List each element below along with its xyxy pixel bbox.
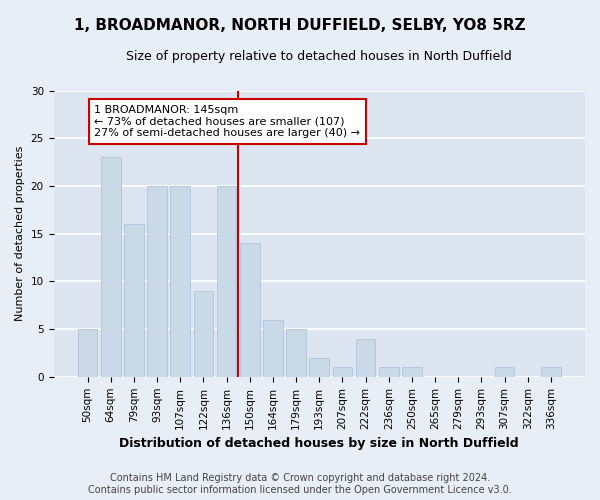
Title: Size of property relative to detached houses in North Duffield: Size of property relative to detached ho…	[127, 50, 512, 63]
X-axis label: Distribution of detached houses by size in North Duffield: Distribution of detached houses by size …	[119, 437, 519, 450]
Bar	[356, 338, 376, 377]
Text: Contains HM Land Registry data © Crown copyright and database right 2024.
Contai: Contains HM Land Registry data © Crown c…	[88, 474, 512, 495]
Bar	[379, 368, 398, 377]
Text: 1 BROADMANOR: 145sqm
← 73% of detached houses are smaller (107)
27% of semi-deta: 1 BROADMANOR: 145sqm ← 73% of detached h…	[94, 105, 361, 138]
Bar	[263, 320, 283, 377]
Bar	[77, 329, 97, 377]
Bar	[541, 368, 561, 377]
Y-axis label: Number of detached properties: Number of detached properties	[15, 146, 25, 322]
Bar	[194, 291, 213, 377]
Bar	[495, 368, 514, 377]
Bar	[124, 224, 144, 377]
Bar	[332, 368, 352, 377]
Text: 1, BROADMANOR, NORTH DUFFIELD, SELBY, YO8 5RZ: 1, BROADMANOR, NORTH DUFFIELD, SELBY, YO…	[74, 18, 526, 32]
Bar	[170, 186, 190, 377]
Bar	[101, 158, 121, 377]
Bar	[402, 368, 422, 377]
Bar	[147, 186, 167, 377]
Bar	[310, 358, 329, 377]
Bar	[240, 243, 260, 377]
Bar	[217, 186, 236, 377]
Bar	[286, 329, 306, 377]
